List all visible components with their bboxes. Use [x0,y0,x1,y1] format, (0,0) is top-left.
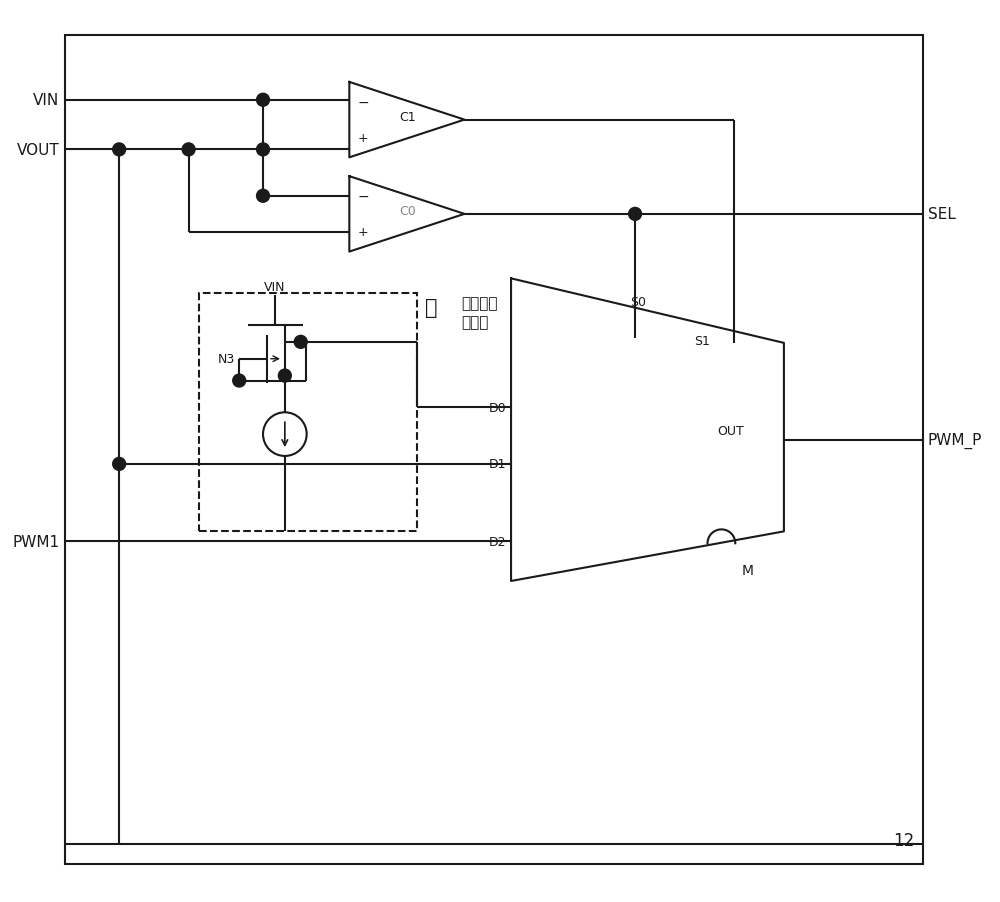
Text: D0: D0 [488,401,506,414]
Text: N3: N3 [218,353,235,366]
Text: SEL: SEL [928,207,956,222]
Circle shape [294,336,307,349]
FancyBboxPatch shape [199,294,417,532]
Text: D2: D2 [489,535,506,548]
Text: OUT: OUT [717,424,744,437]
Text: 驱动信号
生成部: 驱动信号 生成部 [461,296,498,329]
Circle shape [257,190,269,203]
Text: PWM1: PWM1 [12,534,60,549]
Text: C1: C1 [399,111,416,124]
Text: PWM_P: PWM_P [928,432,982,448]
Text: ～: ～ [425,298,438,318]
Circle shape [182,143,195,157]
Text: S0: S0 [630,295,646,308]
Circle shape [629,208,642,221]
Circle shape [257,143,269,157]
Text: 12: 12 [894,831,915,849]
Circle shape [113,458,126,471]
Text: VIN: VIN [33,93,60,108]
Circle shape [257,94,269,107]
Circle shape [233,374,246,388]
Circle shape [263,413,307,456]
Text: +: + [357,132,368,145]
FancyBboxPatch shape [65,36,923,864]
Text: −: − [357,96,369,109]
Text: D1: D1 [489,458,506,471]
Text: S1: S1 [695,335,710,348]
Text: VIN: VIN [264,281,286,294]
Text: M: M [741,564,753,577]
Text: C0: C0 [399,205,416,218]
Circle shape [113,143,126,157]
Circle shape [278,370,291,382]
Text: −: − [357,189,369,204]
Text: VOUT: VOUT [17,143,60,158]
Text: +: + [357,226,368,239]
